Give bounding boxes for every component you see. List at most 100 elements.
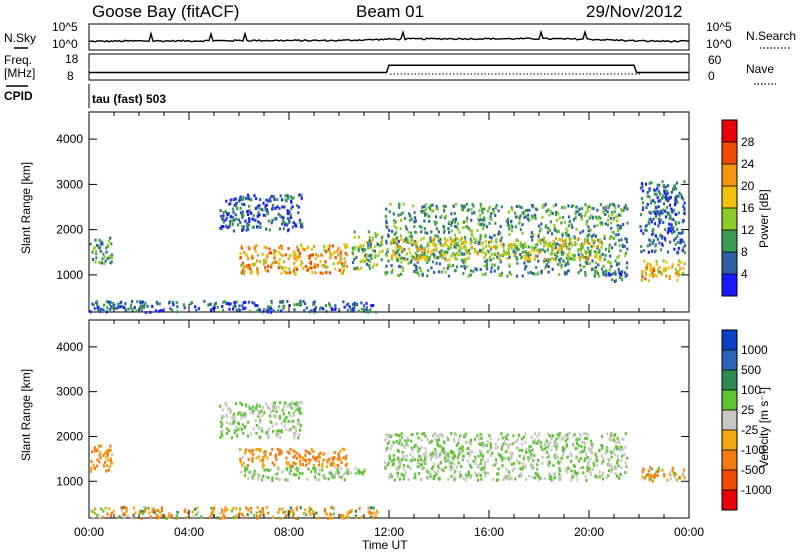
velocity-cell — [213, 506, 216, 510]
velocity-cell — [521, 467, 524, 471]
velocity-cell — [246, 467, 249, 471]
power-cell — [527, 271, 530, 275]
power-cell — [659, 234, 662, 238]
power-cell — [426, 242, 429, 246]
power-cell — [534, 216, 537, 220]
velocity-cell — [130, 516, 133, 519]
velocity-cell — [460, 465, 463, 468]
velocity-cell — [494, 442, 497, 446]
power-cell — [682, 197, 685, 201]
velocity-cell — [433, 462, 436, 466]
power-cell — [592, 233, 595, 237]
velocity-cell — [109, 457, 112, 461]
power-cell — [232, 307, 235, 311]
power-cell — [367, 241, 370, 245]
power-cell — [560, 263, 563, 267]
velocity-cell — [315, 478, 318, 482]
velocity-cell — [343, 447, 346, 451]
velocity-cell — [489, 444, 492, 448]
velocity-cell — [288, 511, 291, 515]
velocity-cell — [304, 508, 307, 512]
velocity-cell — [240, 470, 243, 474]
velocity-cell — [407, 478, 410, 482]
velocity-cell — [548, 434, 551, 438]
power-cell — [233, 218, 236, 222]
power-cell — [433, 237, 436, 241]
power-cell — [561, 232, 564, 236]
power-cell — [402, 266, 405, 270]
power-cell — [641, 275, 644, 279]
velocity-colorbar-tick-label: -25 — [741, 423, 759, 437]
power-cell — [406, 238, 409, 242]
power-cell — [647, 250, 650, 254]
velocity-cell — [491, 451, 494, 455]
power-cell — [279, 214, 282, 218]
power-cell — [558, 238, 561, 241]
power-cell — [330, 307, 333, 311]
velocity-cell — [221, 510, 224, 514]
power-cell — [580, 255, 583, 259]
power-cell — [592, 207, 595, 211]
velocity-cell — [386, 442, 390, 445]
velocity-cell — [472, 459, 475, 463]
power-cell — [654, 189, 657, 193]
velocity-cell — [606, 449, 609, 453]
power-cell — [338, 269, 341, 272]
power-cell — [426, 231, 429, 235]
velocity-cell — [243, 412, 246, 416]
velocity-colorbar-tick-label: -1000 — [741, 483, 772, 497]
power-cell — [489, 215, 492, 219]
velocity-cell — [668, 471, 671, 475]
velocity-cell — [458, 434, 461, 438]
power-cell — [489, 258, 492, 262]
power-cell — [552, 247, 555, 251]
velocity-cell — [355, 471, 359, 475]
power-cell — [444, 240, 447, 244]
velocity-cell — [457, 449, 460, 453]
velocity-cell — [501, 458, 504, 462]
power-cell — [679, 231, 682, 235]
velocity-cell — [296, 408, 299, 412]
power-cell — [372, 304, 375, 307]
power-cell — [644, 182, 648, 186]
power-cell — [291, 196, 294, 200]
velocity-cell — [96, 458, 99, 462]
power-cell — [500, 205, 503, 209]
velocity-cell — [350, 471, 353, 475]
velocity-cell — [583, 459, 586, 463]
power-cell — [304, 264, 307, 268]
power-cell — [323, 248, 326, 252]
power-cell — [588, 205, 591, 209]
velocity-cell — [317, 453, 320, 457]
power-cell — [229, 215, 232, 219]
velocity-cell — [669, 477, 672, 481]
power-cell — [373, 263, 376, 267]
power-cell — [245, 228, 248, 232]
power-cell — [586, 239, 589, 243]
power-cell — [288, 254, 291, 258]
power-cell — [487, 240, 491, 244]
power-cell — [403, 257, 406, 260]
velocity-cell — [566, 437, 569, 441]
velocity-cell — [616, 454, 619, 458]
power-cell — [641, 206, 645, 210]
velocity-cell — [153, 510, 156, 514]
power-cell — [676, 194, 679, 198]
velocity-cell — [464, 478, 467, 482]
velocity-cell — [288, 402, 291, 406]
power-cell — [399, 246, 402, 250]
velocity-cell — [536, 434, 539, 438]
velocity-cell — [275, 434, 278, 438]
power-cell — [597, 215, 600, 219]
power-cell — [447, 222, 450, 225]
power-cell — [425, 254, 429, 258]
power-cell — [592, 244, 595, 248]
power-cell — [468, 251, 471, 255]
power-cell — [540, 271, 543, 275]
velocity-cell — [453, 471, 456, 475]
power-cell — [679, 260, 682, 264]
power-cell — [351, 261, 355, 265]
power-cell — [324, 304, 328, 307]
power-cell — [384, 272, 387, 276]
power-cell — [241, 215, 244, 219]
